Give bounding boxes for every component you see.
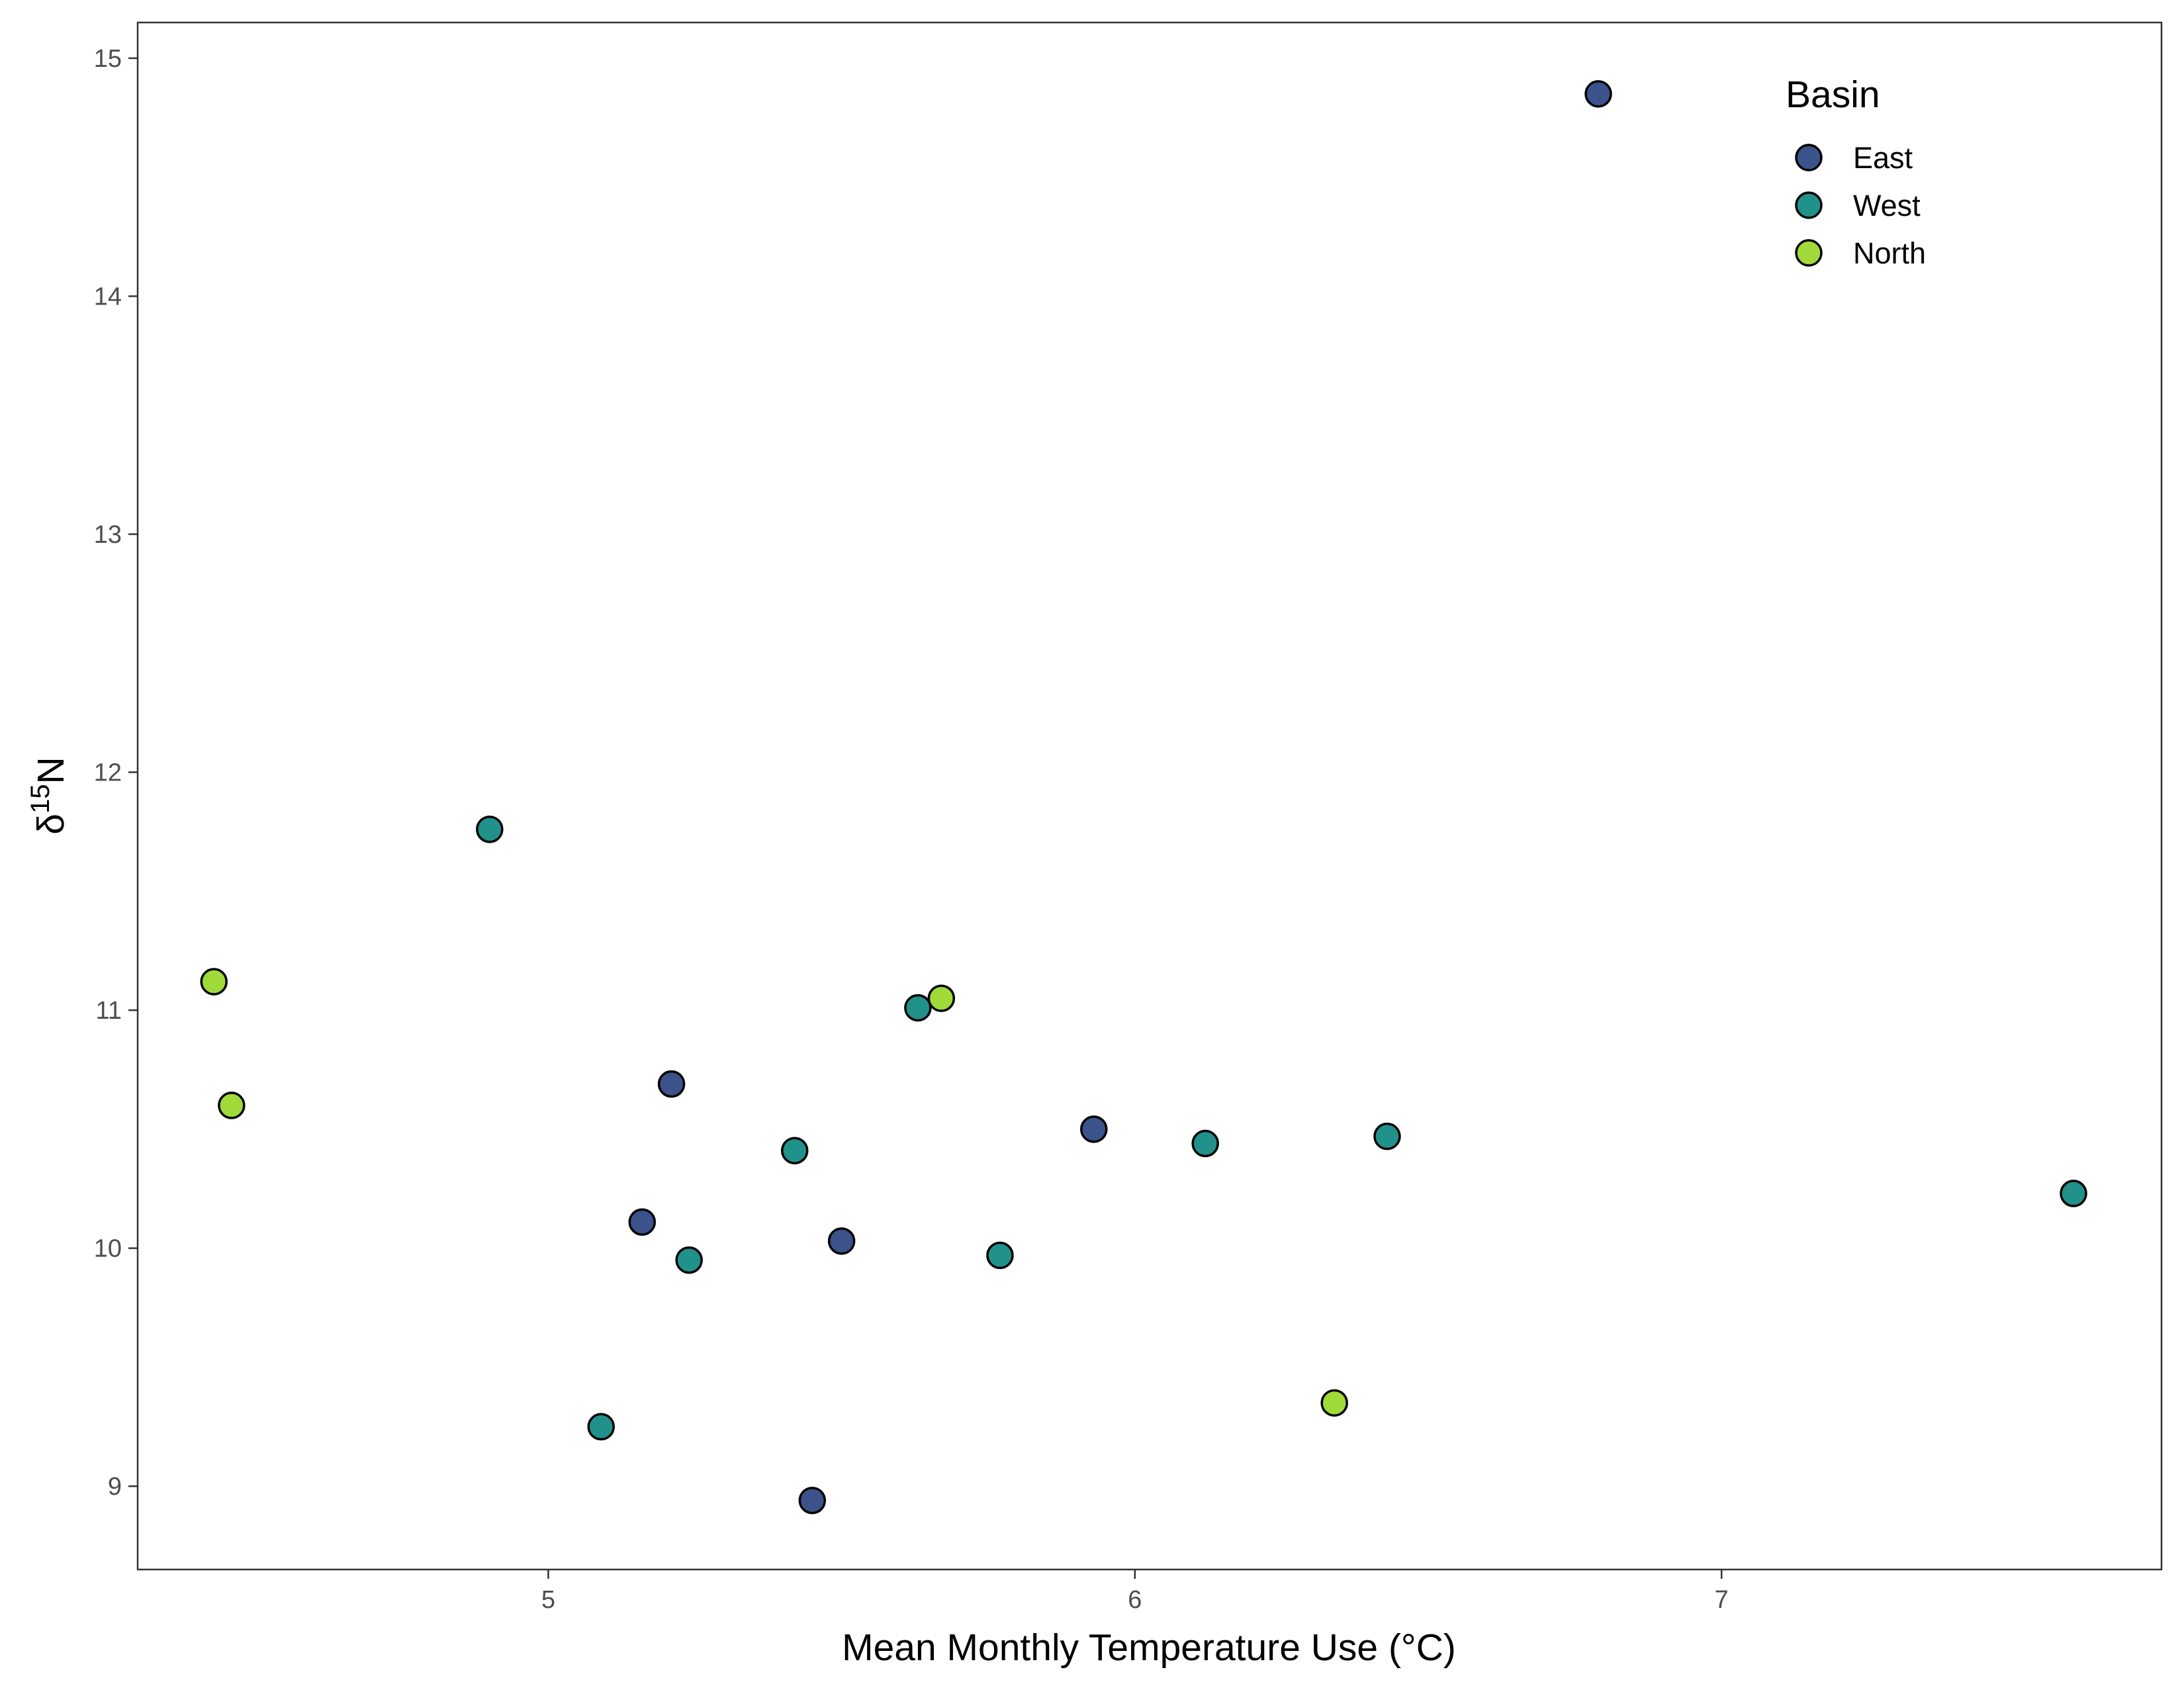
y-tick-label: 12 — [94, 759, 122, 787]
data-point-east — [628, 1208, 657, 1236]
data-point-west — [1373, 1122, 1401, 1150]
data-point-north — [927, 984, 956, 1012]
data-point-west — [587, 1413, 615, 1441]
y-axis-title-superscript: 15 — [26, 784, 55, 814]
legend-key-west — [1795, 191, 1823, 219]
legend: Basin East West North — [1786, 73, 1926, 270]
legend-title: Basin — [1786, 73, 1880, 116]
legend-items: East West North — [1795, 141, 1926, 270]
data-point-east — [798, 1486, 827, 1515]
y-tick-label: 11 — [96, 997, 122, 1025]
y-axis-title: δ15N — [26, 757, 72, 834]
data-point-east — [827, 1227, 856, 1255]
legend-label-north: North — [1853, 236, 1926, 270]
x-tick-label: 7 — [1715, 1586, 1729, 1614]
legend-key-east — [1795, 144, 1823, 171]
data-point-west — [1191, 1129, 1219, 1158]
legend-label-west: West — [1853, 189, 1921, 222]
data-point-west — [986, 1241, 1014, 1270]
data-point-west — [2060, 1180, 2087, 1207]
x-axis-title: Mean Monthly Temperature Use (°C) — [842, 1626, 1456, 1669]
x-tick-label: 6 — [1128, 1586, 1142, 1614]
data-point-north — [200, 968, 228, 996]
x-axis: 5 6 7 — [541, 1570, 1729, 1614]
y-tick-label: 14 — [94, 283, 122, 310]
y-axis: 9 10 11 12 13 14 15 — [94, 45, 138, 1501]
data-point-east — [1584, 80, 1612, 108]
y-tick-label: 15 — [94, 45, 122, 73]
data-point-north — [1320, 1389, 1348, 1417]
y-tick-label: 13 — [94, 521, 122, 549]
y-tick-label: 10 — [94, 1235, 122, 1263]
data-point-north — [218, 1092, 246, 1119]
y-tick-label: 9 — [108, 1473, 122, 1501]
data-point-west — [904, 994, 932, 1022]
data-point-west — [780, 1137, 809, 1164]
data-points — [200, 80, 2087, 1515]
data-point-west — [675, 1246, 703, 1274]
data-point-east — [1080, 1115, 1108, 1143]
legend-label-east: East — [1853, 141, 1913, 175]
data-point-east — [657, 1070, 686, 1098]
plot-panel-border — [136, 21, 2163, 1571]
legend-key-north — [1795, 239, 1823, 267]
data-point-west — [476, 816, 504, 843]
x-tick-label: 5 — [541, 1586, 555, 1614]
